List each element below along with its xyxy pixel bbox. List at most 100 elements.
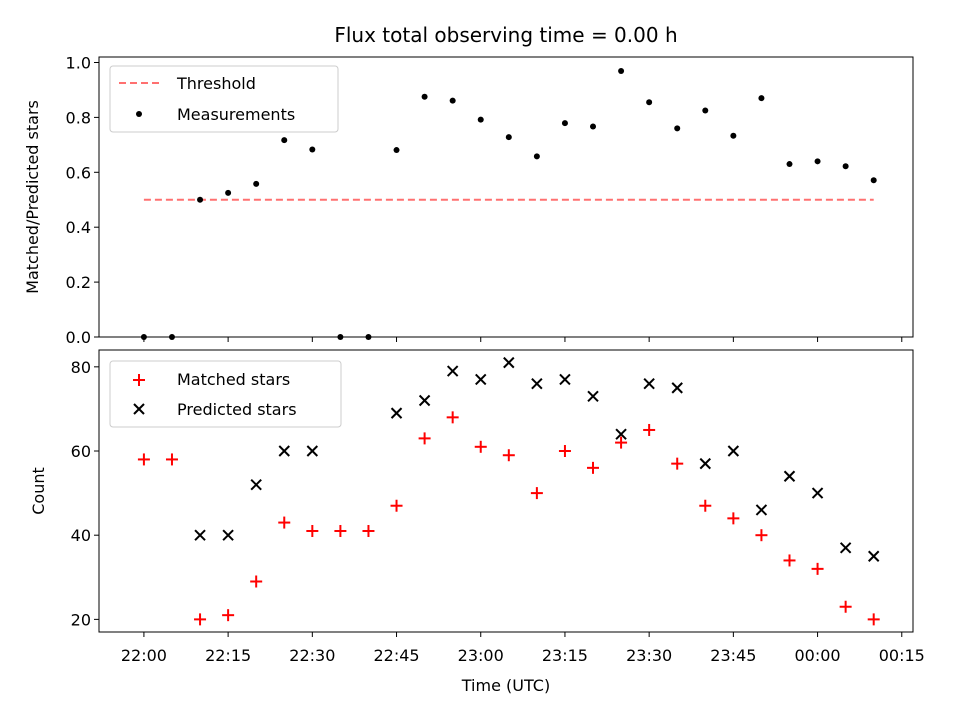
- predicted-point: [783, 470, 796, 482]
- measurement-point: [533, 153, 540, 160]
- xtick-label: 23:00: [458, 646, 504, 665]
- measurement-point: [870, 177, 877, 184]
- predicted-point: [587, 390, 599, 403]
- measurement-point: [730, 132, 737, 139]
- ytick-label: 1.0: [66, 53, 91, 72]
- measurement-point: [393, 147, 400, 154]
- ytick-label: 40: [71, 526, 91, 545]
- predicted-point: [559, 373, 571, 386]
- measurement-point: [281, 137, 288, 144]
- predicted-point: [727, 445, 740, 457]
- xtick-label: 23:15: [542, 646, 588, 665]
- matched-point: [474, 440, 487, 453]
- measurement-point: [618, 68, 625, 74]
- ytick-label: 60: [71, 442, 91, 461]
- measurement-point: [702, 107, 709, 114]
- predicted-point: [390, 407, 403, 419]
- bottom-panel-frame: [98, 349, 914, 633]
- legend-predicted-label: Predicted stars: [177, 400, 297, 419]
- legend-measurements-swatch: [136, 111, 142, 117]
- xtick-label: 22:00: [121, 646, 167, 665]
- predicted-point: [446, 365, 459, 377]
- ytick-label: 0.2: [66, 273, 91, 292]
- matched-point: [530, 487, 543, 500]
- top-panel-yticks: 0.0 0.2 0.4 0.6 0.8 1.0: [66, 53, 99, 347]
- top-legend: Threshold Measurements: [109, 65, 339, 133]
- matched-point: [867, 613, 880, 626]
- predicted-point: [278, 445, 290, 457]
- matched-point: [783, 554, 796, 567]
- matched-point: [839, 600, 852, 613]
- xtick-label: 00:00: [795, 646, 841, 665]
- predicted-point: [671, 382, 683, 394]
- legend-threshold-label: Threshold: [176, 74, 256, 93]
- measurement-point: [197, 196, 204, 203]
- matched-point: [671, 457, 684, 470]
- predicted-point: [811, 487, 824, 499]
- matched-point: [643, 423, 656, 436]
- measurement-point: [449, 97, 456, 104]
- predicted-point: [531, 377, 543, 390]
- ytick-label: 20: [71, 610, 91, 629]
- matched-point: [755, 529, 768, 542]
- matched-point: [334, 524, 347, 537]
- measurement-point: [674, 125, 681, 132]
- ytick-label: 0.4: [66, 218, 91, 237]
- matched-point: [278, 516, 291, 529]
- measurement-point: [253, 180, 260, 187]
- top-panel-frame: [98, 56, 914, 338]
- matched-point: [558, 445, 571, 458]
- predicted-point: [250, 478, 262, 491]
- xtick-label: 22:45: [373, 646, 419, 665]
- measurement-point: [758, 95, 765, 102]
- xtick-label: 23:45: [710, 646, 756, 665]
- predicted-point: [755, 504, 768, 516]
- predicted-point: [867, 550, 880, 562]
- legend-predicted-swatch: [133, 403, 145, 415]
- measurement-point: [505, 134, 512, 141]
- measurement-point: [225, 189, 232, 196]
- predicted-point: [839, 542, 852, 554]
- predicted-point: [615, 428, 627, 440]
- predicted-point: [699, 457, 711, 470]
- matched-point: [222, 609, 235, 622]
- bottom-panel: 20 40 60 80 22:00 22:15 22:30 22:45 23:00 23:15 2…: [29, 349, 925, 695]
- bottom-panel-ylabel: Count: [29, 467, 48, 515]
- top-legend-box: [109, 65, 339, 133]
- matched-point: [165, 453, 178, 466]
- predicted-point: [475, 373, 487, 386]
- top-panel: 0.0 0.2 0.4 0.6 0.8 1.0 Matched/Predicted sta…: [23, 53, 914, 347]
- x-axis-label: Time (UTC): [461, 676, 550, 695]
- legend-matched-swatch: [133, 374, 145, 386]
- bottom-legend: Matched stars Predicted stars: [109, 360, 342, 428]
- predicted-point: [306, 445, 319, 457]
- matched-point: [250, 575, 263, 588]
- measurement-point: [477, 116, 484, 123]
- xtick-label: 00:15: [879, 646, 925, 665]
- ytick-label: 0.6: [66, 163, 91, 182]
- measurement-point: [561, 120, 568, 127]
- matched-point: [699, 499, 712, 512]
- matched-point: [194, 613, 207, 626]
- bottom-panel-marks: [137, 356, 880, 626]
- matched-point: [418, 432, 431, 445]
- legend-measurements-label: Measurements: [177, 105, 295, 124]
- measurement-point: [646, 99, 653, 106]
- matched-point: [587, 461, 600, 474]
- measurement-point: [309, 146, 316, 153]
- ytick-label: 0.0: [66, 328, 91, 347]
- measurement-point: [842, 163, 849, 170]
- chart-title: Flux total observing time = 0.00 h: [334, 23, 677, 47]
- bottom-legend-box: [109, 360, 342, 428]
- top-panel-xticks: [143, 337, 903, 342]
- ytick-label: 80: [71, 358, 91, 377]
- legend-matched-label: Matched stars: [177, 370, 290, 389]
- matched-point: [390, 499, 403, 512]
- matched-point: [811, 562, 824, 575]
- xtick-label: 22:30: [289, 646, 335, 665]
- xtick-label: 22:15: [205, 646, 251, 665]
- top-panel-marks: [140, 68, 877, 340]
- xtick-label: 23:30: [626, 646, 672, 665]
- measurement-point: [786, 161, 793, 168]
